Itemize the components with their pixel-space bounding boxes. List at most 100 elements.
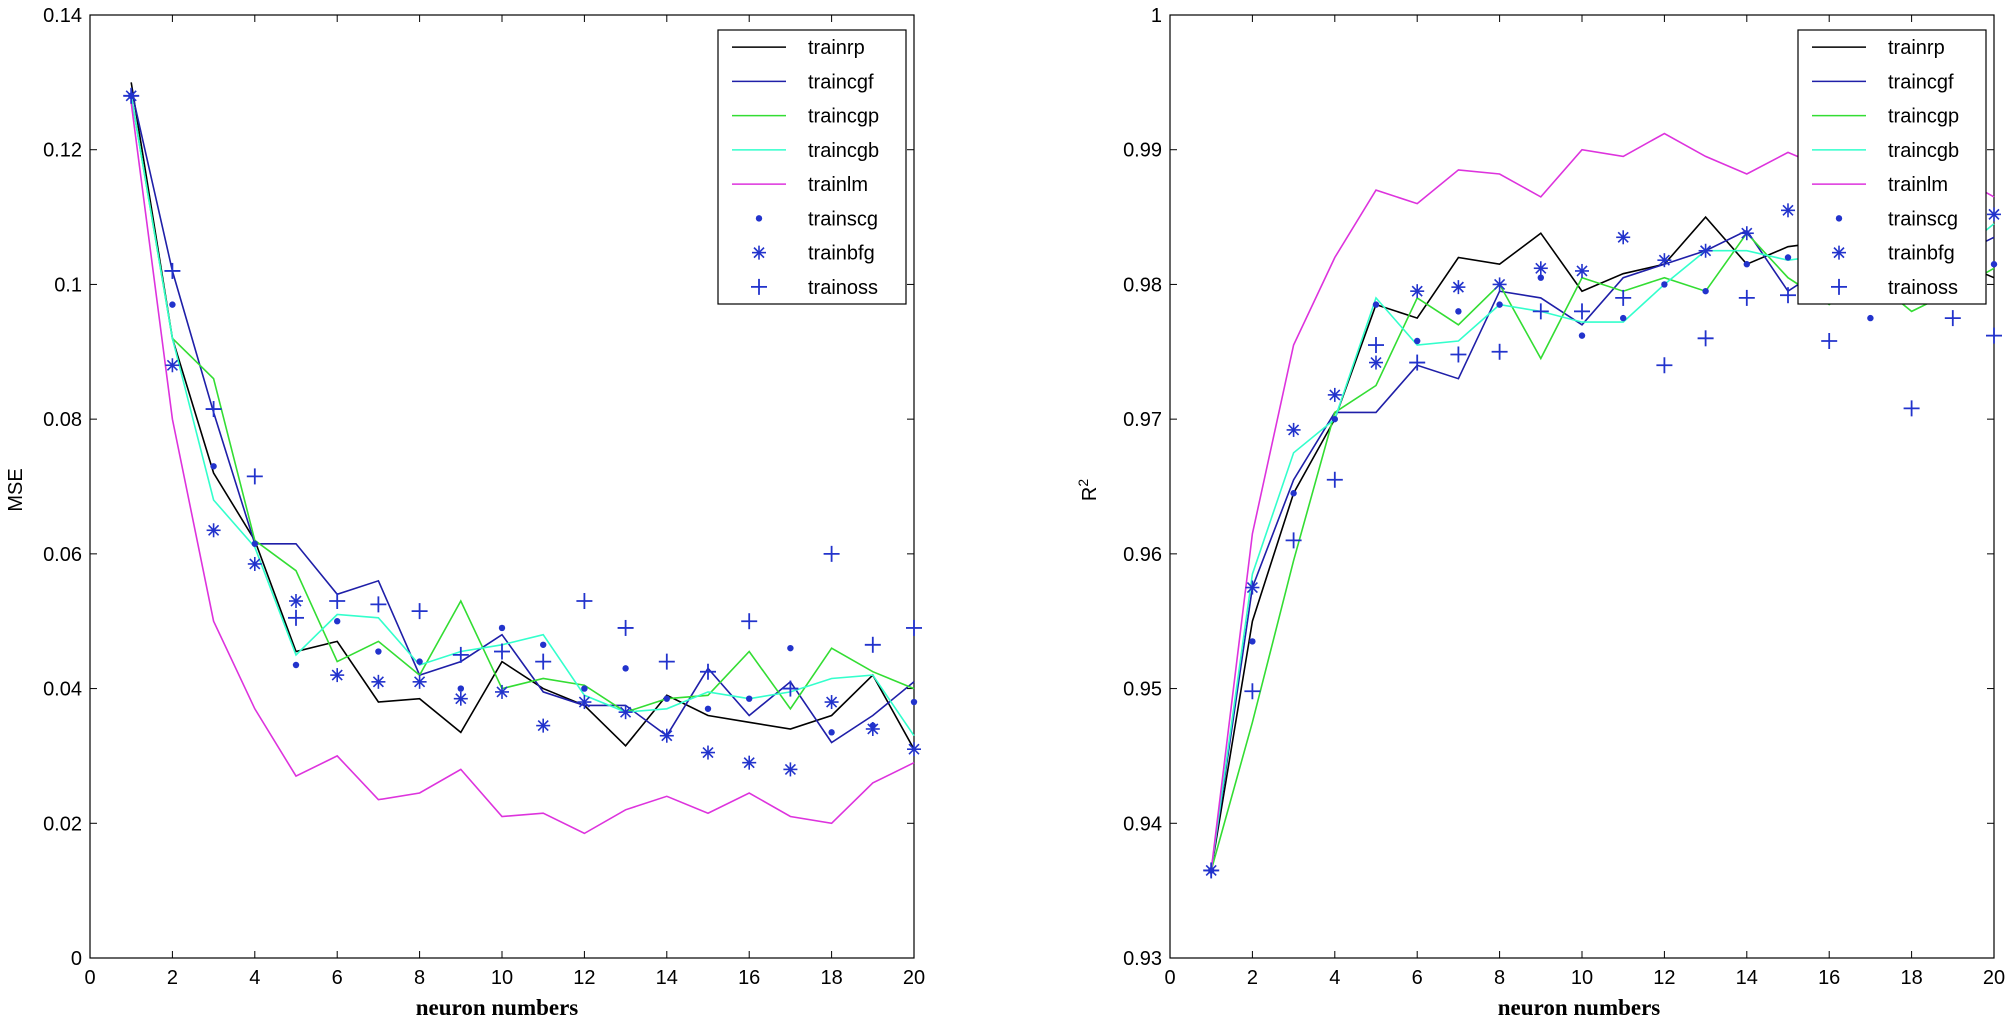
- mse-plot-area: 0 2 4 6 8 10 12 14 16 18 20 0 0.02 0.04 0.06 0.08 0.1 0.1…: [43, 5, 925, 989]
- mse-trainbfg-point-stroke: [208, 524, 220, 536]
- r2-trainscg-point: [1496, 301, 1503, 308]
- r2-trainoss-point: [1903, 400, 1920, 417]
- r2-y-axis-label: R2: [1075, 479, 1101, 501]
- r2-trainbfg-point: [1698, 243, 1713, 258]
- r2-trainbfg-point: [1781, 203, 1795, 218]
- r2-trainbfg-point: [1245, 580, 1260, 595]
- mse-y-axis-label: MSE: [5, 468, 27, 511]
- mse-series-trainlm-line: [130, 102, 915, 835]
- r2-trainbfg-point-stroke: [1452, 281, 1464, 293]
- mse-trainbfg-point-stroke: [620, 706, 632, 718]
- r2-trainscg-point: [1372, 301, 1380, 308]
- mse-trainbfg-point: [742, 755, 757, 770]
- r2-trainbfg-point-stroke: [1535, 262, 1547, 274]
- r2-trainoss-point: [1944, 310, 1961, 327]
- mse-trainbfg-point: [165, 358, 180, 373]
- r2-x-tick-label: 0: [1164, 967, 1175, 989]
- r2-trainscg-point: [1661, 281, 1668, 288]
- mse-trainscg-point: [169, 301, 176, 308]
- mse-x-axis-label: neuron numbers: [416, 995, 579, 1020]
- r2-trainscg-point: [1784, 254, 1792, 261]
- r2-chart: 0 2 4 6 8 10 12 14 16 18 200.930.940.950.960.970.9…: [1075, 5, 2005, 1020]
- r2-trainoss-point: [1450, 346, 1467, 363]
- mse-chart: 0 2 4 6 8 10 12 14 16 18 20 0 0.02 0.04 0.06 0.08 0.1 0.1…: [5, 5, 925, 1020]
- mse-x-tick-label: 18: [820, 967, 842, 989]
- r2-trainoss-point: [1285, 532, 1302, 549]
- mse-trainbfg-point-stroke: [414, 676, 426, 688]
- mse-trainbfg-point: [412, 674, 427, 689]
- r2-legend-label-trainlm: trainlm: [1888, 174, 1948, 196]
- mse-x-tick-label: 14: [656, 967, 678, 989]
- mse-trainoss-point: [823, 545, 840, 562]
- mse-legend-label-traincgf: traincgf: [808, 71, 874, 93]
- mse-trainoss-point: [411, 603, 428, 620]
- mse-y-tick-label: 0.02: [43, 813, 82, 835]
- mse-legend-label-trainrp: trainrp: [808, 37, 865, 59]
- r2-trainbfg-point: [1369, 355, 1383, 370]
- mse-trainbfg-point-stroke: [908, 743, 920, 755]
- r2-trainbfg-point: [1657, 253, 1672, 268]
- mse-x-tick-label: 4: [249, 967, 260, 989]
- r2-x-tick-label: 2: [1247, 967, 1258, 989]
- r2-trainoss-point: [1574, 303, 1590, 320]
- mse-trainbfg-point: [865, 721, 880, 736]
- r2-legend-swatch-trainbfg-stroke: [1833, 247, 1845, 259]
- mse-legend-label-trainoss: trainoss: [808, 277, 878, 299]
- mse-trainbfg-point-stroke: [537, 720, 549, 732]
- r2-trainbfg-point: [1739, 226, 1754, 241]
- mse-legend-label-trainbfg: trainbfg: [808, 243, 875, 265]
- mse-trainoss-point: [658, 653, 675, 670]
- mse-trainbfg-point-stroke: [702, 746, 714, 759]
- r2-trainoss-point: [1409, 354, 1426, 371]
- r2-trainbfg-point-stroke: [1246, 581, 1258, 594]
- mse-trainoss-point: [370, 596, 387, 613]
- r2-legend: trainrp traincgf traincgp traincgb trainlm tr…: [1797, 29, 1987, 305]
- mse-trainscg-point: [663, 695, 670, 702]
- mse-x-tick-label: 16: [738, 967, 760, 989]
- mse-trainscg-point: [498, 624, 506, 632]
- r2-y-tick-label: 0.93: [1123, 948, 1162, 970]
- mse-trainbfg-point-stroke: [867, 723, 879, 735]
- mse-legend-box: [717, 29, 907, 305]
- mse-trainbfg-point: [453, 691, 468, 706]
- mse-trainbfg-point-stroke: [496, 686, 508, 698]
- r2-legend-label-traincgp: traincgp: [1888, 106, 1959, 128]
- mse-y-tick-label: 0.12: [43, 140, 82, 162]
- mse-legend: trainrp traincgf traincgp traincgb trainlm tr…: [717, 29, 907, 305]
- mse-legend-swatch-trainoss: [751, 278, 767, 295]
- mse-trainscg-point: [416, 658, 423, 665]
- r2-trainbfg-point-stroke: [1658, 254, 1670, 266]
- r2-y-tick-label: 0.97: [1123, 409, 1162, 431]
- r2-legend-swatch-trainscg: [1835, 215, 1843, 222]
- r2-x-tick-label: 14: [1736, 967, 1758, 989]
- mse-trainoss-point: [535, 653, 552, 670]
- mse-trainbfg-point-stroke: [372, 676, 384, 688]
- r2-trainscg-point: [1578, 332, 1586, 339]
- r2-y-tick-label: 0.94: [1123, 813, 1162, 835]
- mse-trainbfg-point-stroke: [661, 730, 673, 742]
- mse-trainscg-point: [704, 705, 712, 712]
- mse-legend-swatch-trainbfg-stroke: [753, 247, 765, 259]
- mse-trainoss-point: [246, 468, 263, 485]
- mse-trainbfg-point: [618, 705, 633, 720]
- mse-trainscg-point: [210, 463, 217, 470]
- mse-trainbfg-point-stroke: [743, 757, 755, 769]
- mse-y-tick-label: 0.06: [43, 544, 82, 566]
- mse-x-tick-label: 6: [332, 967, 343, 989]
- r2-y-axis-label-superscript: 2: [1075, 479, 1091, 487]
- mse-trainoss-point: [205, 401, 222, 418]
- r2-legend-label-trainrp: trainrp: [1888, 37, 1945, 59]
- r2-trainscg-point: [1414, 337, 1421, 345]
- r2-trainbfg-point: [1327, 387, 1342, 402]
- mse-x-tick-label: 10: [491, 967, 513, 989]
- r2-trainbfg-point-stroke: [1494, 278, 1506, 290]
- r2-trainbfg-point-stroke: [1988, 208, 2000, 220]
- r2-x-tick-label: 16: [1818, 967, 1840, 989]
- mse-trainbfg-point-stroke: [578, 696, 590, 708]
- r2-trainoss-point: [1697, 330, 1714, 347]
- mse-legend-label-traincgb: traincgb: [808, 140, 879, 162]
- r2-plot-area: 0 2 4 6 8 10 12 14 16 18 20 0.93 0.94 0.95 0.96 0.97 0.9…: [1123, 5, 2005, 989]
- mse-y-tick-label: 0.1: [54, 274, 82, 296]
- mse-trainoss-point: [576, 593, 593, 610]
- mse-x-tick-label: 12: [573, 967, 595, 989]
